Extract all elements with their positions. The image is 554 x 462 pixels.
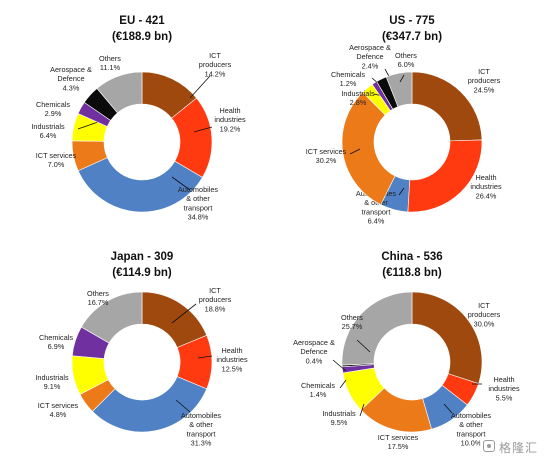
slice-label-others: Others 25.7%: [341, 313, 363, 331]
slice-label-aerospace-defence: Aerospace & Defence 0.4%: [293, 338, 335, 365]
slice-label-health-industries: Health industries 26.4%: [470, 173, 502, 200]
leader-line: [339, 379, 347, 389]
leader-line: [189, 75, 211, 99]
slice-label-ict-services: ICT services 17.5%: [378, 433, 419, 451]
slice-ict-producers: [411, 291, 483, 385]
slice-label-ict-services: ICT services 7.0%: [36, 151, 77, 169]
slice-others: [385, 71, 413, 108]
slice-others: [341, 291, 413, 366]
leader-line: [171, 303, 197, 324]
watermark-text: 格隆汇: [499, 441, 539, 455]
chart-title: China - 536: [381, 251, 442, 263]
chart-title: US - 775: [389, 15, 435, 27]
leader-line: [332, 359, 347, 372]
slice-label-ict-producers: ICT producers 18.8%: [199, 286, 232, 313]
chart-title: EU - 421: [119, 15, 165, 27]
slice-label-industrials: Industrials 9.5%: [322, 409, 356, 427]
slice-label-ict-producers: ICT producers 24.5%: [468, 67, 501, 94]
leader-line: [399, 74, 405, 83]
donut-chart-eu: EU - 421 (€188.9 bn) ICT producers 14.2% Heal…: [31, 15, 246, 222]
leader-line: [398, 187, 405, 196]
slice-label-automobiles-other-transport: Automobiles & other transport 10.0%: [451, 411, 492, 448]
slice-label-health-industries: Health industries 19.2%: [214, 106, 246, 133]
gelonghui-logo-icon: [483, 440, 495, 452]
chart-subtitle: (€118.8 bn): [382, 267, 442, 279]
leader-line: [359, 403, 365, 417]
chart-subtitle: (€188.9 bn): [112, 31, 172, 43]
leader-line: [193, 126, 213, 133]
chart-title: Japan - 309: [111, 251, 174, 263]
donut-chart-us: US - 775 (€347.7 bn) ICT producers 24.5% Heal…: [306, 15, 502, 226]
slice-ict-services: [341, 91, 396, 206]
slice-label-chemicals: Chemicals 6.9%: [39, 333, 73, 351]
slice-label-aerospace-defence: Aerospace & Defence 4.3%: [50, 65, 92, 92]
slice-label-industrials: Industrials 9.1%: [35, 373, 69, 391]
slice-label-industrials: Industrials 6.4%: [31, 122, 65, 140]
slice-others: [96, 71, 143, 114]
slice-label-industrials: Industrials 2.8%: [341, 89, 375, 107]
leader-line: [197, 355, 213, 359]
slice-label-others: Others 6.0%: [395, 51, 417, 69]
donut-chart-china: China - 536 (€118.8 bn) ICT producers 30.0% H…: [293, 251, 520, 451]
slice-label-health-industries: Health industries 5.5%: [488, 375, 520, 402]
slice-label-health-industries: Health industries 12.5%: [216, 346, 248, 373]
leader-line: [349, 148, 361, 155]
slice-label-chemicals: Chemicals 1.4%: [301, 381, 335, 399]
slice-label-others: Others 11.1%: [99, 54, 121, 72]
slice-label-ict-producers: ICT producers 14.2%: [199, 51, 232, 78]
slice-health-industries: [407, 139, 483, 213]
leader-line: [175, 399, 191, 413]
slice-label-ict-services: ICT services 30.2%: [306, 147, 347, 165]
leader-line: [77, 121, 99, 130]
slice-label-automobiles-other-transport: Automobiles & other transport 34.8%: [178, 185, 219, 222]
watermark: 格隆汇: [480, 438, 550, 456]
leader-line: [356, 339, 371, 353]
leader-line: [171, 176, 191, 191]
slice-label-ict-producers: ICT producers 30.0%: [468, 301, 501, 328]
chart-subtitle: (€114.9 bn): [112, 267, 172, 279]
leader-line: [443, 403, 453, 414]
slice-automobiles-other-transport: [77, 157, 203, 213]
donut-chart-japan: Japan - 309 (€114.9 bn) ICT producers 18.8% H…: [35, 251, 248, 448]
slice-label-others: Others 16.7%: [87, 289, 109, 307]
slice-automobiles-other-transport: [91, 376, 208, 433]
slice-label-aerospace-defence: Aerospace & Defence 2.4%: [349, 43, 391, 70]
slice-label-ict-services: ICT services 4.8%: [38, 401, 79, 419]
slice-others: [80, 291, 143, 344]
chart-subtitle: (€347.7 bn): [382, 31, 442, 43]
slice-label-chemicals: Chemicals 1.2%: [331, 70, 365, 88]
slice-label-automobiles-other-transport: Automobiles & other transport 31.3%: [181, 411, 222, 448]
slice-label-chemicals: Chemicals 2.9%: [36, 100, 70, 118]
